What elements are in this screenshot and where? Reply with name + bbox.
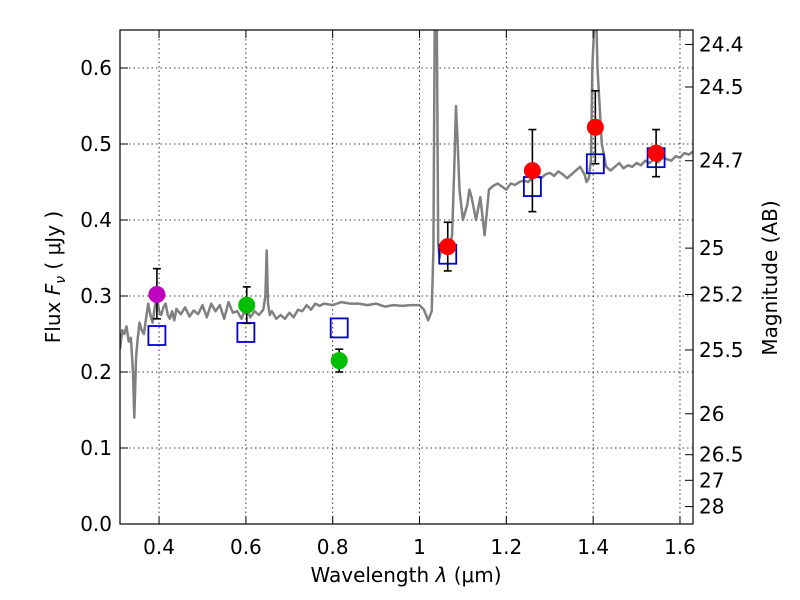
observed-photometry <box>148 90 665 373</box>
y2-tick-label: 28 <box>699 495 724 519</box>
x-tick-label: 1.6 <box>664 535 696 559</box>
y2-tick-label: 24.4 <box>699 32 744 56</box>
y2-tick-label: 25.5 <box>699 338 744 362</box>
y-axis-label: Flux Fν ( μJy ) <box>41 211 69 343</box>
observed-photometry-point <box>647 144 665 162</box>
y-tick-label: 0.4 <box>80 208 112 232</box>
x-axis-ticks: 0.4 0.6 0.8 1 1.2 1.4 1.6 <box>143 30 696 559</box>
x-tick-label: 1 <box>413 535 426 559</box>
y2-tick-label: 26.5 <box>699 443 744 467</box>
y-axis-ticks: 0.0 0.1 0.2 0.3 0.4 0.5 0.6 <box>80 56 128 536</box>
x-tick-label: 1.2 <box>490 535 522 559</box>
y2-tick-label: 25.2 <box>699 282 744 306</box>
observed-photometry-point <box>330 352 348 370</box>
y2-tick-label: 24.7 <box>699 149 744 173</box>
y2-axis-label: Magnitude (AB) <box>758 200 782 355</box>
y-tick-label: 0.3 <box>80 284 112 308</box>
model-photometry-square <box>147 325 167 346</box>
grid <box>120 30 693 525</box>
y-tick-label: 0.1 <box>80 436 112 460</box>
observed-photometry-point <box>586 118 604 136</box>
y2-tick-label: 26 <box>699 402 724 426</box>
y2-tick-label: 27 <box>699 468 724 492</box>
model-photometry-square <box>329 317 349 339</box>
y2-tick-label: 25 <box>699 236 724 260</box>
y-tick-label: 0.6 <box>80 56 112 80</box>
x-tick-label: 0.6 <box>230 535 262 559</box>
y-tick-label: 0.5 <box>80 132 112 156</box>
plot-background <box>120 30 693 524</box>
x-tick-label: 1.4 <box>577 535 609 559</box>
y-tick-label: 0.0 <box>80 512 112 536</box>
x-tick-label: 0.4 <box>143 535 175 559</box>
observed-photometry-point <box>238 296 256 314</box>
x-axis-label: Wavelength λ (μm) <box>310 563 501 587</box>
observed-photometry-point <box>148 285 166 303</box>
spectrum-line <box>120 30 693 419</box>
y2-tick-label: 24.5 <box>699 75 744 99</box>
x-tick-label: 0.8 <box>317 535 349 559</box>
observed-photometry-point <box>523 162 541 180</box>
observed-photometry-point <box>439 238 457 256</box>
y2-axis-ticks: 24.4 24.5 24.7 25 25.2 25.5 26 26.527 28 <box>685 32 744 519</box>
y-tick-label: 0.2 <box>80 360 112 384</box>
plot-frame <box>119 29 694 525</box>
